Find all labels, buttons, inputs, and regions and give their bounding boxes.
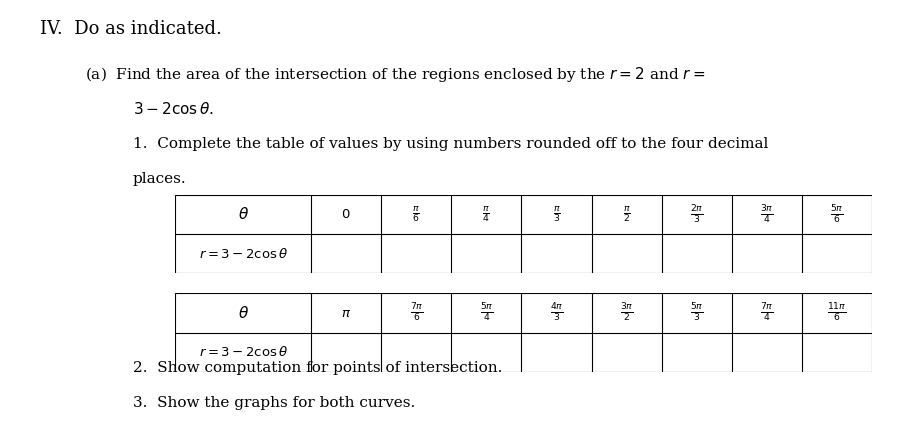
Text: $\frac{5\pi}{4}$: $\frac{5\pi}{4}$	[480, 302, 494, 324]
Text: $\frac{7\pi}{6}$: $\frac{7\pi}{6}$	[410, 302, 423, 324]
Text: $r = 3 - 2\cos\theta$: $r = 3 - 2\cos\theta$	[199, 345, 288, 359]
Text: 3.  Show the graphs for both curves.: 3. Show the graphs for both curves.	[133, 396, 415, 410]
Text: $\frac{7\pi}{4}$: $\frac{7\pi}{4}$	[760, 302, 774, 324]
Text: $3 - 2\cos\theta.$: $3 - 2\cos\theta.$	[133, 101, 214, 117]
Text: IV.  Do as indicated.: IV. Do as indicated.	[40, 20, 222, 38]
Text: $\frac{2\pi}{3}$: $\frac{2\pi}{3}$	[690, 203, 704, 225]
Text: $\frac{\pi}{6}$: $\frac{\pi}{6}$	[413, 205, 420, 224]
Text: 2.  Show computation for points of intersection.: 2. Show computation for points of inters…	[133, 361, 503, 375]
Text: $\frac{11\pi}{6}$: $\frac{11\pi}{6}$	[827, 302, 847, 324]
Text: $r = 3 - 2\cos\theta$: $r = 3 - 2\cos\theta$	[199, 247, 288, 261]
Text: places.: places.	[133, 172, 187, 186]
Text: 1.  Complete the table of values by using numbers rounded off to the four decima: 1. Complete the table of values by using…	[133, 137, 769, 151]
Text: $\frac{5\pi}{3}$: $\frac{5\pi}{3}$	[690, 302, 704, 324]
Text: $\frac{\pi}{4}$: $\frac{\pi}{4}$	[483, 205, 490, 224]
Text: $\frac{3\pi}{2}$: $\frac{3\pi}{2}$	[619, 302, 634, 324]
Text: $\frac{\pi}{2}$: $\frac{\pi}{2}$	[623, 205, 630, 224]
Text: $\frac{\pi}{3}$: $\frac{\pi}{3}$	[553, 205, 560, 224]
Text: $\theta$: $\theta$	[237, 207, 249, 223]
Text: $0$: $0$	[342, 208, 351, 221]
Text: $\pi$: $\pi$	[341, 306, 352, 319]
Text: $\frac{3\pi}{4}$: $\frac{3\pi}{4}$	[760, 203, 774, 225]
Text: (a)  Find the area of the intersection of the regions enclosed by the $r = 2$ an: (a) Find the area of the intersection of…	[85, 65, 706, 84]
Text: $\theta$: $\theta$	[237, 305, 249, 321]
Text: $\frac{4\pi}{3}$: $\frac{4\pi}{3}$	[550, 302, 564, 324]
Text: $\frac{5\pi}{6}$: $\frac{5\pi}{6}$	[830, 203, 844, 225]
